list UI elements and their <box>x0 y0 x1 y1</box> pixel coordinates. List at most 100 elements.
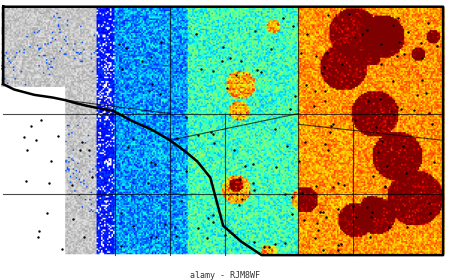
Point <box>192 31 199 36</box>
Point <box>320 248 327 252</box>
Point <box>375 150 382 154</box>
Point <box>326 130 333 134</box>
Point <box>47 159 54 164</box>
Point <box>322 142 329 146</box>
Point <box>302 83 309 87</box>
Point <box>156 92 163 96</box>
Point <box>210 132 217 136</box>
Point <box>148 82 156 86</box>
Point <box>364 99 371 104</box>
Point <box>314 221 321 226</box>
Point <box>115 42 122 47</box>
Point <box>218 59 225 63</box>
Point <box>286 107 293 111</box>
Point <box>314 228 321 233</box>
Point <box>152 235 159 239</box>
Point <box>395 16 402 21</box>
Point <box>389 23 396 27</box>
Point <box>424 20 432 25</box>
Point <box>324 148 332 152</box>
Point <box>323 214 330 219</box>
Point <box>394 53 401 58</box>
Point <box>359 31 366 36</box>
Point <box>78 140 85 144</box>
Point <box>324 13 332 17</box>
Point <box>271 242 279 246</box>
Point <box>399 143 406 148</box>
Point <box>329 184 337 189</box>
Point <box>319 210 326 214</box>
Point <box>34 235 41 239</box>
Point <box>58 246 65 251</box>
Point <box>428 122 435 126</box>
Point <box>387 108 395 113</box>
Point <box>382 184 389 188</box>
Point <box>351 118 359 123</box>
Point <box>177 199 184 204</box>
Point <box>173 136 180 141</box>
Point <box>288 194 295 199</box>
Point <box>173 234 180 238</box>
Point <box>151 162 158 166</box>
Point <box>81 235 88 240</box>
Point <box>411 108 418 112</box>
Point <box>76 147 84 152</box>
Point <box>316 209 324 214</box>
Point <box>249 181 256 185</box>
Point <box>148 235 155 239</box>
Point <box>423 90 430 95</box>
Point <box>340 183 347 187</box>
Point <box>288 212 295 216</box>
Point <box>117 244 124 248</box>
Point <box>124 144 131 149</box>
Point <box>68 183 76 187</box>
Point <box>311 88 318 93</box>
Point <box>353 215 360 220</box>
Point <box>372 125 379 129</box>
Point <box>338 61 346 66</box>
Point <box>369 174 376 178</box>
Point <box>210 220 217 224</box>
Point <box>20 134 27 139</box>
Point <box>183 168 190 173</box>
Point <box>148 160 155 164</box>
Point <box>324 51 331 56</box>
Point <box>379 139 386 144</box>
Point <box>182 115 189 119</box>
Point <box>351 35 358 39</box>
Point <box>45 181 52 186</box>
Point <box>321 65 328 69</box>
Point <box>302 140 309 144</box>
Point <box>250 239 257 244</box>
Point <box>32 138 39 143</box>
Point <box>272 165 279 169</box>
Point <box>378 62 385 67</box>
Point <box>36 229 43 233</box>
Point <box>139 59 146 64</box>
Point <box>321 88 328 93</box>
Point <box>230 148 238 153</box>
Point <box>328 124 335 129</box>
Point <box>281 192 288 197</box>
Point <box>377 97 384 102</box>
Text: alamy - RJM8WF: alamy - RJM8WF <box>190 271 260 280</box>
Point <box>162 222 169 227</box>
Point <box>236 176 243 181</box>
Point <box>433 44 440 49</box>
Point <box>220 45 227 49</box>
Point <box>334 243 342 248</box>
Point <box>318 71 325 76</box>
Point <box>237 59 244 63</box>
Point <box>223 86 230 90</box>
Point <box>227 56 234 60</box>
Point <box>397 107 405 111</box>
Point <box>289 24 297 29</box>
Point <box>238 196 245 201</box>
Point <box>209 69 216 73</box>
Point <box>296 158 303 163</box>
Point <box>403 225 410 229</box>
Point <box>335 248 342 253</box>
Point <box>390 112 397 116</box>
Point <box>233 73 240 78</box>
Point <box>405 29 412 34</box>
